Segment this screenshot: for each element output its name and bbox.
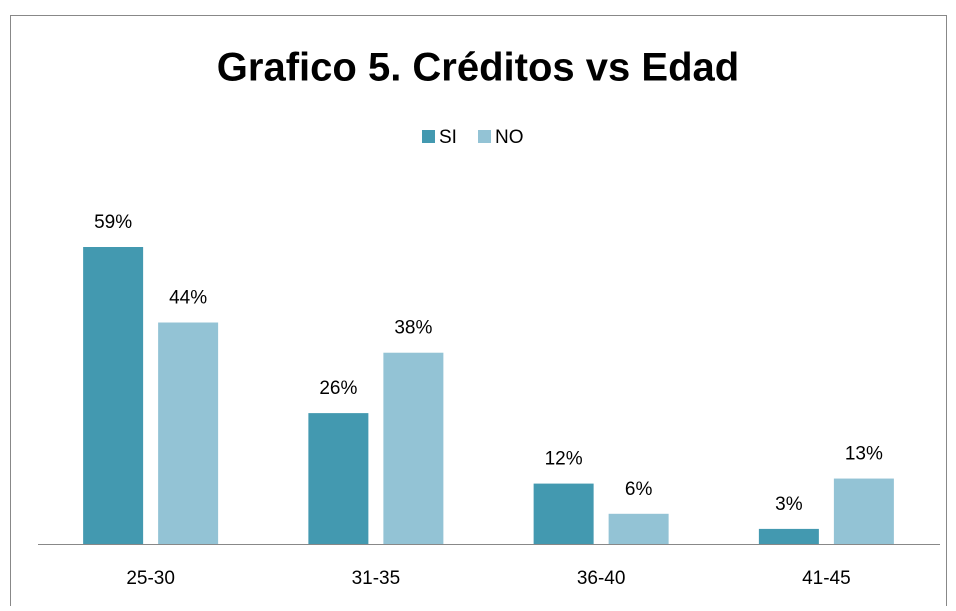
legend-swatch — [422, 130, 435, 143]
data-label: 6% — [625, 479, 653, 500]
bar — [158, 322, 219, 544]
x-tick-label: 41-45 — [802, 568, 851, 589]
x-tick-label: 31-35 — [352, 568, 401, 589]
legend-swatch — [478, 130, 491, 143]
data-label: 12% — [545, 449, 583, 470]
data-label: 44% — [169, 288, 207, 309]
bar — [833, 478, 894, 544]
bar — [308, 413, 369, 544]
chart-title: Grafico 5. Créditos vs Edad — [217, 46, 739, 90]
data-label: 38% — [394, 318, 432, 339]
chart-frame — [10, 15, 947, 611]
data-label: 13% — [845, 444, 883, 465]
data-label: 59% — [94, 212, 132, 233]
x-tick-label: 25-30 — [126, 568, 175, 589]
bar — [83, 247, 144, 544]
bar — [383, 352, 444, 544]
data-label: 26% — [319, 378, 357, 399]
data-label: 3% — [775, 494, 803, 515]
bar — [533, 483, 594, 544]
legend-label: NO — [495, 127, 524, 148]
bar — [608, 513, 669, 544]
bar — [758, 528, 819, 544]
x-tick-label: 36-40 — [577, 568, 626, 589]
legend-label: SI — [439, 127, 457, 148]
